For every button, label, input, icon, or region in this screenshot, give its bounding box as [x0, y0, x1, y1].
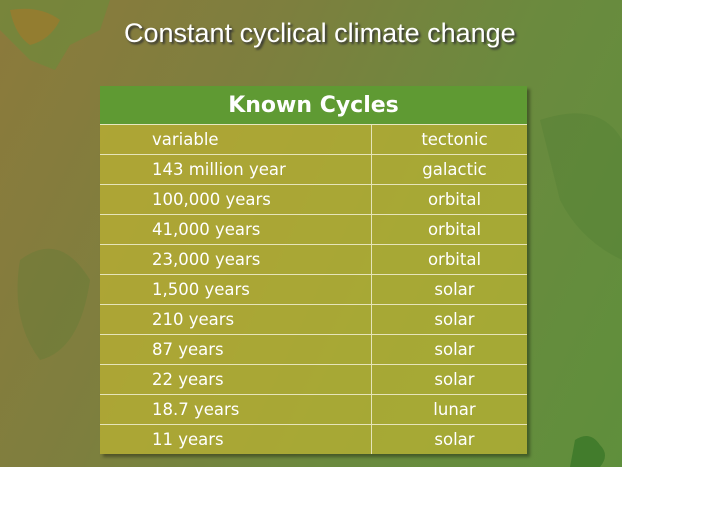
- period-cell: 23,000 years: [100, 245, 372, 274]
- cause-cell: solar: [434, 340, 475, 359]
- cause-cell: solar: [434, 280, 475, 299]
- table-row: 11 years solar: [100, 425, 527, 454]
- table-row: variable tectonic: [100, 125, 527, 155]
- cause-cell: tectonic: [421, 130, 488, 149]
- slide: Constant cyclical climate change Known C…: [0, 0, 622, 467]
- table-row: 143 million year galactic: [100, 155, 527, 185]
- table-row: 18.7 years lunar: [100, 395, 527, 425]
- table-row: 87 years solar: [100, 335, 527, 365]
- cause-cell: orbital: [427, 190, 482, 209]
- cause-cell: orbital: [427, 250, 482, 269]
- period-cell: 22 years: [100, 365, 372, 394]
- table-row: 210 years solar: [100, 305, 527, 335]
- table: Known Cycles variable tectonic 143 million…: [100, 86, 527, 454]
- table-row: 22 years solar: [100, 365, 527, 395]
- table-row: 100,000 years orbital: [100, 185, 527, 215]
- table-title: Known Cycles: [100, 86, 527, 125]
- slide-title: Constant cyclical climate change: [124, 18, 516, 48]
- cause-cell: orbital: [427, 220, 482, 239]
- table-body: variable tectonic 143 million year galactic…: [100, 125, 527, 454]
- period-cell: 87 years: [100, 335, 372, 364]
- period-cell: 1,500 years: [100, 275, 372, 304]
- table-row: 23,000 years orbital: [100, 245, 527, 275]
- cause-cell: galactic: [422, 160, 487, 179]
- period-cell: 11 years: [100, 425, 372, 454]
- period-cell: 143 million year: [100, 155, 372, 184]
- table-row: 1,500 years solar: [100, 275, 527, 305]
- period-cell: variable: [100, 125, 372, 154]
- cause-cell: solar: [434, 310, 475, 329]
- table-row: 41,000 years orbital: [100, 215, 527, 245]
- cause-cell: lunar: [433, 400, 476, 419]
- period-cell: 41,000 years: [100, 215, 372, 244]
- period-cell: 210 years: [100, 305, 372, 334]
- period-cell: 100,000 years: [100, 185, 372, 214]
- cause-cell: solar: [434, 370, 475, 389]
- period-cell: 18.7 years: [100, 395, 372, 424]
- background-map: [0, 0, 622, 467]
- cause-cell: solar: [434, 430, 475, 449]
